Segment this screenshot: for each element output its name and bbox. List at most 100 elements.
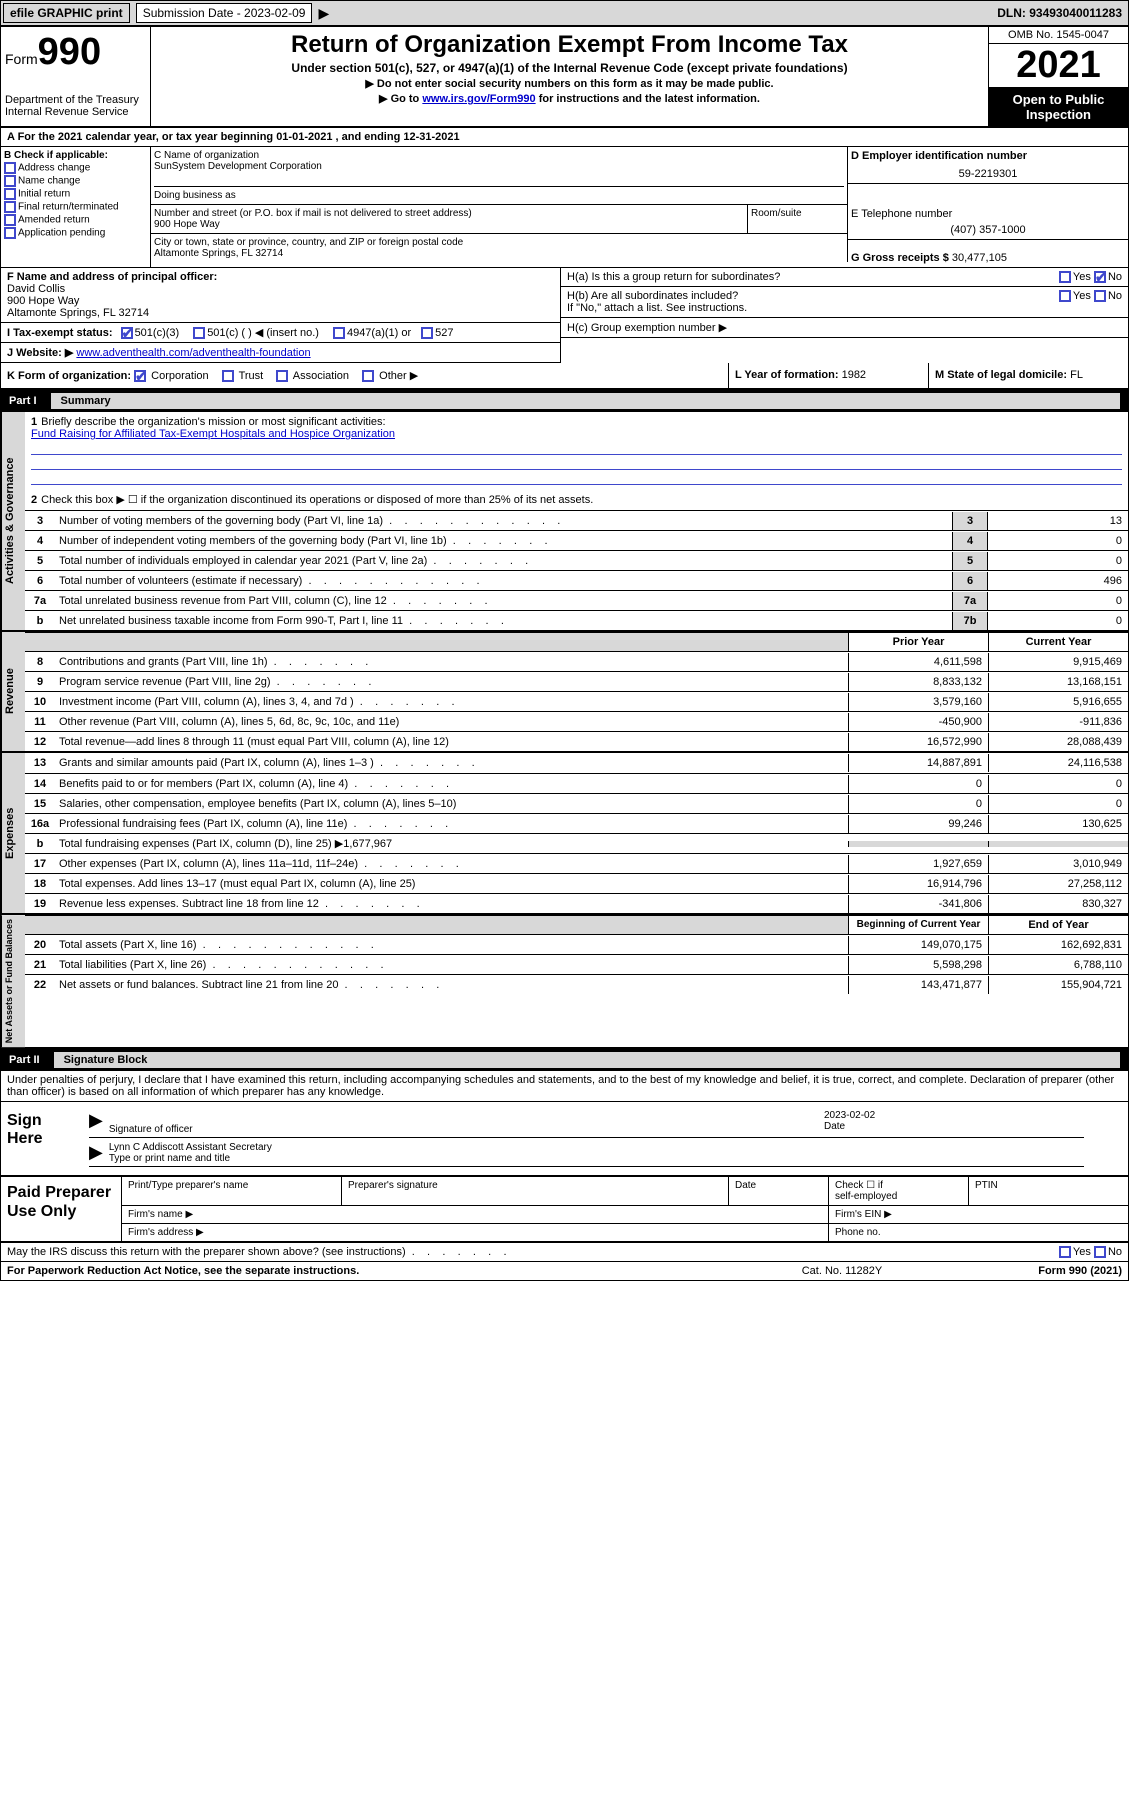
website-link[interactable]: www.adventhealth.com/adventhealth-founda… xyxy=(76,347,310,359)
form-word: Form xyxy=(5,51,38,67)
eoy-header: End of Year xyxy=(988,916,1128,934)
prep-h1: Print/Type preparer's name xyxy=(121,1177,341,1205)
chk-501c3[interactable] xyxy=(121,327,133,339)
pointer-icon-1: ▶ xyxy=(89,1110,103,1135)
sign-line-1: ▶ Signature of officer 2023-02-02Date xyxy=(89,1110,1084,1138)
chk-hb-yes[interactable] xyxy=(1059,290,1071,302)
chk-hb-no[interactable] xyxy=(1094,290,1106,302)
l21-n: 21 xyxy=(25,956,55,974)
l15-cy: 0 xyxy=(988,795,1128,813)
l16a-d: Professional fundraising fees (Part IX, … xyxy=(55,815,848,833)
line-3: 3Number of voting members of the governi… xyxy=(25,510,1128,530)
subtitle-2: ▶ Do not enter social security numbers o… xyxy=(159,77,980,90)
l8-cy: 9,915,469 xyxy=(988,653,1128,671)
l7b-v: 0 xyxy=(988,612,1128,630)
hb-label: H(b) Are all subordinates included? xyxy=(567,290,738,302)
hb-no: No xyxy=(1108,290,1122,302)
ein-value: 59-2219301 xyxy=(851,168,1125,180)
l4-n: 4 xyxy=(25,532,55,550)
top-right: OMB No. 1545-0047 2021 Open to Public In… xyxy=(988,27,1128,126)
l5-d: Total number of individuals employed in … xyxy=(55,552,952,570)
form-number: Form990 xyxy=(5,31,146,74)
l5-n: 5 xyxy=(25,552,55,570)
k-right: L Year of formation: 1982 M State of leg… xyxy=(728,363,1128,388)
blank-line-1 xyxy=(31,443,1122,455)
chk-ha-yes[interactable] xyxy=(1059,271,1071,283)
footer-left: For Paperwork Reduction Act Notice, see … xyxy=(7,1265,742,1277)
summary-content-3: 13Grants and similar amounts paid (Part … xyxy=(25,753,1128,913)
line-8: 8Contributions and grants (Part VIII, li… xyxy=(25,651,1128,671)
line-7b: bNet unrelated business taxable income f… xyxy=(25,610,1128,630)
discuss-yes: Yes xyxy=(1073,1246,1091,1258)
l22-d: Net assets or fund balances. Subtract li… xyxy=(55,976,848,994)
top-left: Form990 Department of the Treasury Inter… xyxy=(1,27,151,126)
chk-address-change[interactable]: Address change xyxy=(4,162,147,174)
l21-py: 5,598,298 xyxy=(848,956,988,974)
tax-year: 2021 xyxy=(989,44,1128,88)
l4-bx: 4 xyxy=(952,532,988,550)
section-a: A For the 2021 calendar year, or tax yea… xyxy=(1,128,1128,147)
part2-label: Part II xyxy=(9,1054,50,1066)
l14-cy: 0 xyxy=(988,775,1128,793)
l7a-d: Total unrelated business revenue from Pa… xyxy=(55,592,952,610)
chk-final-return[interactable]: Final return/terminated xyxy=(4,201,147,213)
row-i: I Tax-exempt status: 501(c)(3) 501(c) ( … xyxy=(1,323,560,343)
city-value: Altamonte Springs, FL 32714 xyxy=(154,248,844,259)
ha-label: H(a) Is this a group return for subordin… xyxy=(567,271,1002,283)
chk-application-pending[interactable]: Application pending xyxy=(4,227,147,239)
ein-label: D Employer identification number xyxy=(851,150,1125,162)
officer-name: David Collis xyxy=(7,283,65,295)
chk-4947[interactable] xyxy=(333,327,345,339)
l22-py: 143,471,877 xyxy=(848,976,988,994)
chk-501c[interactable] xyxy=(193,327,205,339)
mission-link[interactable]: Fund Raising for Affiliated Tax-Exempt H… xyxy=(31,428,395,440)
form-990-num: 990 xyxy=(38,31,101,73)
chk-trust[interactable] xyxy=(222,370,234,382)
i-label: I Tax-exempt status: xyxy=(7,327,113,339)
cy-header: Current Year xyxy=(988,633,1128,651)
chk-initial-return[interactable]: Initial return xyxy=(4,188,147,200)
form-title: Return of Organization Exempt From Incom… xyxy=(159,31,980,59)
line-13: 13Grants and similar amounts paid (Part … xyxy=(25,753,1128,773)
name-label: C Name of organization xyxy=(154,150,844,161)
opt-501c3: 501(c)(3) xyxy=(135,327,180,339)
box-c: C Name of organization SunSystem Develop… xyxy=(151,147,1128,267)
chk-name-change[interactable]: Name change xyxy=(4,175,147,187)
sign-content: ▶ Signature of officer 2023-02-02Date ▶ … xyxy=(81,1102,1128,1175)
open-public-badge: Open to Public Inspection xyxy=(989,88,1128,126)
discuss-row: May the IRS discuss this return with the… xyxy=(1,1243,1128,1262)
l7a-v: 0 xyxy=(988,592,1128,610)
l7b-n: b xyxy=(25,612,55,630)
tab-activities: Activities & Governance xyxy=(1,412,25,630)
chk-corp[interactable] xyxy=(134,370,146,382)
l15-py: 0 xyxy=(848,795,988,813)
efile-print-button[interactable]: efile GRAPHIC print xyxy=(3,3,130,23)
firm-ein: Firm's EIN ▶ xyxy=(828,1206,1128,1223)
prep-h3: Date xyxy=(728,1177,828,1205)
top-section: Form990 Department of the Treasury Inter… xyxy=(1,27,1128,128)
chk-amended-return[interactable]: Amended return xyxy=(4,214,147,226)
k-left: K Form of organization: Corporation Trus… xyxy=(1,363,728,388)
chk-discuss-yes[interactable] xyxy=(1059,1246,1071,1258)
l9-d: Program service revenue (Part VIII, line… xyxy=(55,673,848,691)
section-fhi: F Name and address of principal officer:… xyxy=(1,267,1128,363)
row-hc: H(c) Group exemption number ▶ xyxy=(561,318,1128,338)
l8-d: Contributions and grants (Part VIII, lin… xyxy=(55,653,848,671)
ha-no: No xyxy=(1108,271,1122,283)
opt-527: 527 xyxy=(435,327,453,339)
l16b-n: b xyxy=(25,835,55,853)
chk-assoc[interactable] xyxy=(276,370,288,382)
tab-expenses: Expenses xyxy=(1,753,25,913)
l17-d: Other expenses (Part IX, column (A), lin… xyxy=(55,855,848,873)
chk-discuss-no[interactable] xyxy=(1094,1246,1106,1258)
box-g: G Gross receipts $ 30,477,105 xyxy=(848,240,1128,267)
irs-link[interactable]: www.irs.gov/Form990 xyxy=(422,93,535,105)
chk-ha-no[interactable] xyxy=(1094,271,1106,283)
chk-527[interactable] xyxy=(421,327,433,339)
prep-row-2: Firm's name ▶ Firm's EIN ▶ xyxy=(121,1206,1128,1224)
penalties-text: Under penalties of perjury, I declare th… xyxy=(1,1071,1128,1102)
line-5: 5Total number of individuals employed in… xyxy=(25,550,1128,570)
chk-other[interactable] xyxy=(362,370,374,382)
prep-h4a: Check ☐ if xyxy=(835,1180,883,1191)
firm-phone: Phone no. xyxy=(828,1224,1128,1241)
